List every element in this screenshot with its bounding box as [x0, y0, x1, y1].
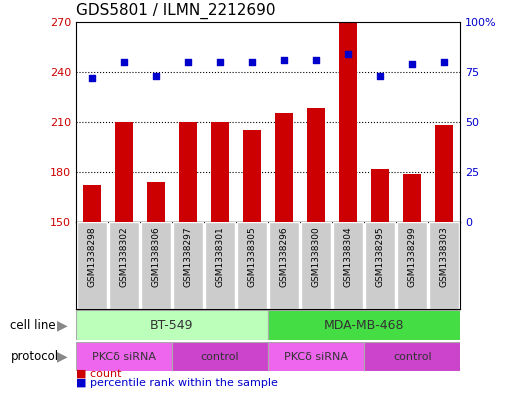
Bar — [205, 222, 235, 309]
Text: control: control — [201, 352, 240, 362]
Text: ■ percentile rank within the sample: ■ percentile rank within the sample — [76, 378, 278, 388]
Text: ▶: ▶ — [58, 350, 68, 364]
Point — [344, 51, 353, 57]
Point — [312, 57, 320, 63]
Text: GSM1338295: GSM1338295 — [376, 226, 384, 287]
Point — [376, 73, 384, 79]
Text: GSM1338303: GSM1338303 — [440, 226, 449, 287]
Bar — [268, 310, 460, 340]
Text: BT-549: BT-549 — [150, 319, 194, 332]
Bar — [429, 222, 459, 309]
Bar — [179, 122, 197, 222]
Bar — [237, 222, 267, 309]
Bar — [115, 122, 133, 222]
Bar — [339, 23, 357, 222]
Text: GSM1338302: GSM1338302 — [119, 226, 128, 287]
Text: GSM1338301: GSM1338301 — [215, 226, 224, 287]
Text: GSM1338296: GSM1338296 — [280, 226, 289, 287]
Text: PKCδ siRNA: PKCδ siRNA — [92, 352, 156, 362]
Text: protocol: protocol — [10, 350, 59, 363]
Text: ▶: ▶ — [58, 318, 68, 332]
Text: GSM1338299: GSM1338299 — [408, 226, 417, 287]
Bar — [109, 222, 139, 309]
Bar — [397, 222, 427, 309]
Text: ■ count: ■ count — [76, 368, 121, 378]
Bar — [76, 342, 172, 371]
Bar — [365, 222, 395, 309]
Text: GSM1338300: GSM1338300 — [312, 226, 321, 287]
Bar — [364, 342, 460, 371]
Bar — [172, 342, 268, 371]
Point — [184, 59, 192, 65]
Text: control: control — [393, 352, 431, 362]
Bar — [403, 174, 421, 222]
Text: MDA-MB-468: MDA-MB-468 — [324, 319, 404, 332]
Text: GSM1338305: GSM1338305 — [247, 226, 256, 287]
Bar — [308, 108, 325, 222]
Point — [120, 59, 128, 65]
Bar — [301, 222, 331, 309]
Text: GSM1338306: GSM1338306 — [152, 226, 161, 287]
Text: GSM1338304: GSM1338304 — [344, 226, 353, 287]
Bar — [77, 222, 107, 309]
Text: PKCδ siRNA: PKCδ siRNA — [284, 352, 348, 362]
Point — [248, 59, 256, 65]
Point — [440, 59, 448, 65]
Point — [152, 73, 160, 79]
Bar — [333, 222, 363, 309]
Bar — [83, 185, 100, 222]
Bar — [436, 125, 453, 222]
Bar — [211, 122, 229, 222]
Text: GSM1338297: GSM1338297 — [184, 226, 192, 287]
Bar — [243, 130, 261, 222]
Point — [280, 57, 288, 63]
Bar — [76, 310, 268, 340]
Bar — [275, 114, 293, 222]
Bar — [147, 182, 165, 222]
Point — [216, 59, 224, 65]
Bar — [268, 342, 364, 371]
Bar — [269, 222, 299, 309]
Bar — [371, 169, 389, 222]
Text: GSM1338298: GSM1338298 — [87, 226, 96, 287]
Text: cell line: cell line — [10, 319, 56, 332]
Bar — [141, 222, 171, 309]
Bar — [173, 222, 203, 309]
Point — [88, 75, 96, 81]
Point — [408, 61, 416, 67]
Text: GDS5801 / ILMN_2212690: GDS5801 / ILMN_2212690 — [76, 3, 275, 19]
